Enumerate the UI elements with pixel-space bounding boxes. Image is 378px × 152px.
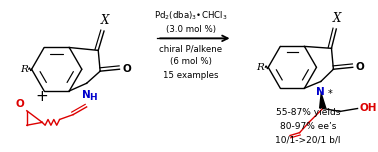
Polygon shape <box>319 90 327 109</box>
Text: 10/1->20/1 b/l: 10/1->20/1 b/l <box>275 135 341 144</box>
Text: R: R <box>20 65 28 74</box>
Text: X: X <box>333 12 341 25</box>
Text: 80-97% ee’s: 80-97% ee’s <box>280 122 336 131</box>
Text: N: N <box>316 87 325 97</box>
Text: X: X <box>101 14 109 27</box>
Text: (6 mol %): (6 mol %) <box>170 57 212 66</box>
Text: *: * <box>328 89 332 99</box>
Text: chiral P/alkene: chiral P/alkene <box>160 44 223 54</box>
Text: O: O <box>15 99 24 109</box>
Text: OH: OH <box>359 104 377 114</box>
Text: (3.0 mol %): (3.0 mol %) <box>166 25 216 34</box>
Text: R: R <box>257 63 264 72</box>
Text: N: N <box>82 90 91 100</box>
Text: O: O <box>122 64 131 74</box>
Text: +: + <box>36 89 49 104</box>
Text: 15 examples: 15 examples <box>163 71 219 81</box>
Text: H: H <box>90 93 97 102</box>
Text: 55-87% yields: 55-87% yields <box>276 108 340 117</box>
Text: O: O <box>356 62 364 72</box>
Text: Pd$_2$(dba)$_3$•CHCl$_3$: Pd$_2$(dba)$_3$•CHCl$_3$ <box>154 10 228 22</box>
